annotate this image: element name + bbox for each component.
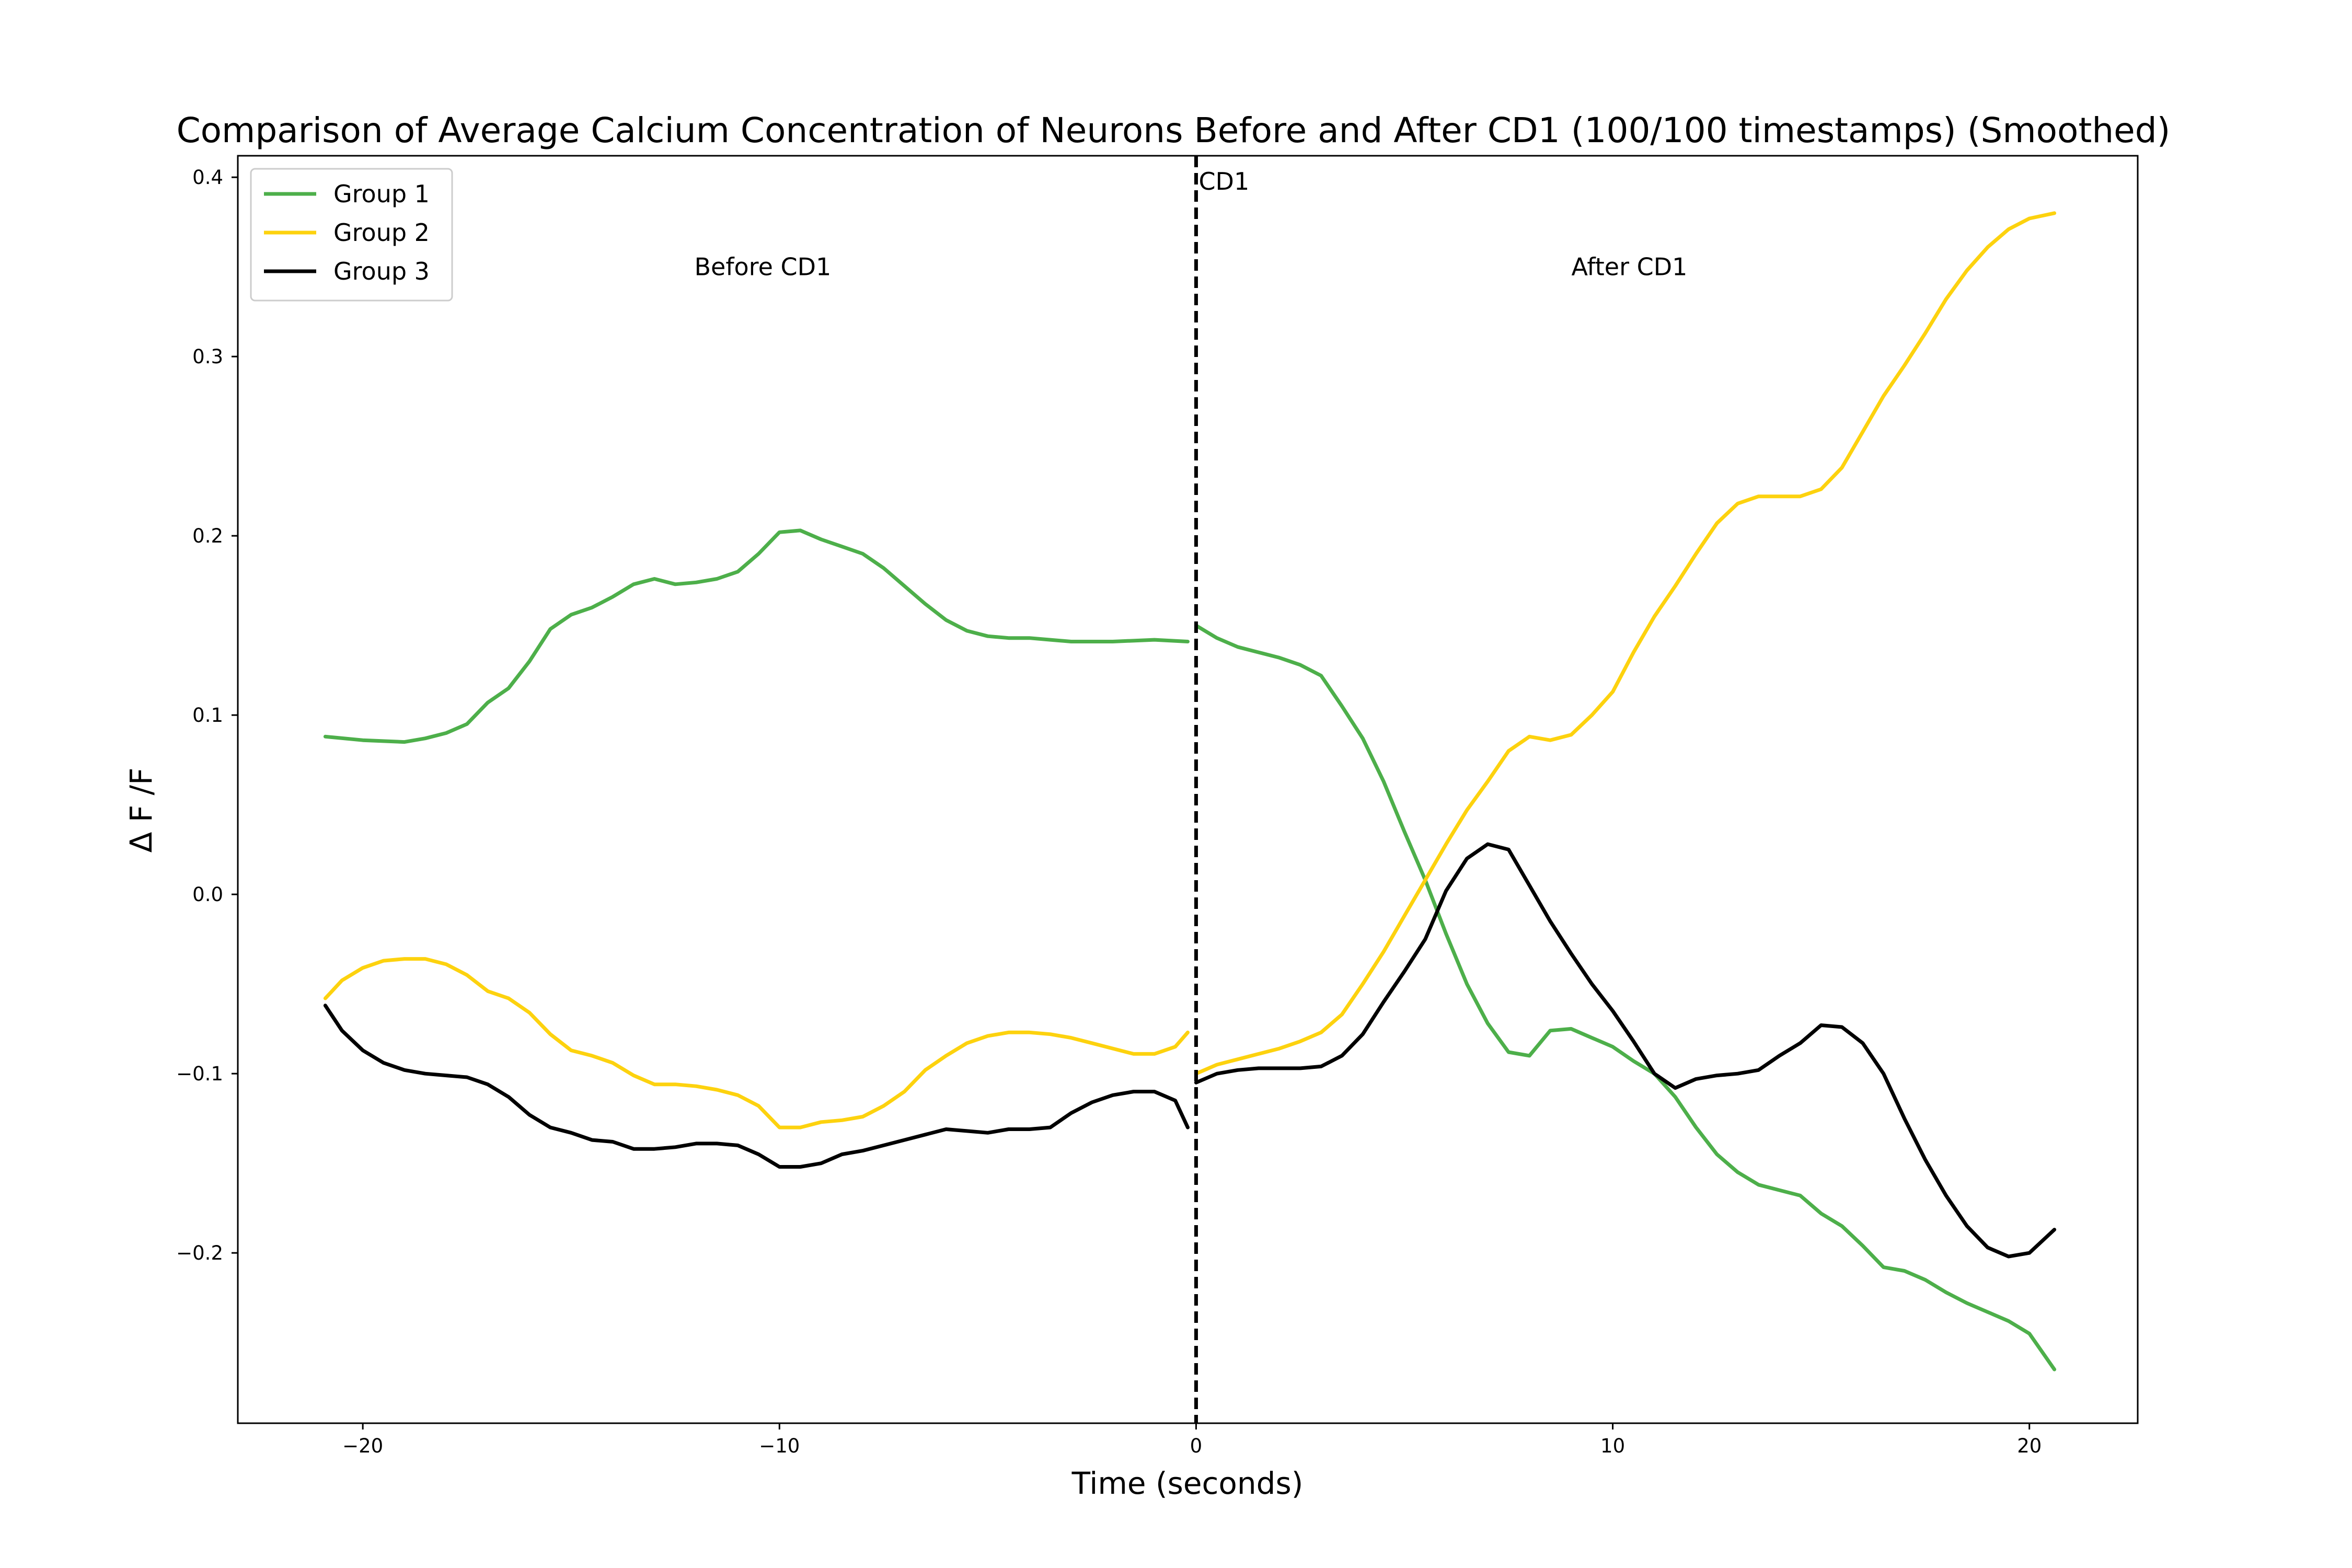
legend-label-group-3: Group 3 (333, 257, 430, 285)
x-tick-label: −10 (759, 1435, 800, 1457)
x-tick-label: 10 (1600, 1435, 1625, 1457)
legend-box (250, 168, 453, 302)
x-tick-label: 0 (1190, 1435, 1203, 1457)
x-tick-label: −20 (342, 1435, 383, 1457)
legend-label-group-2: Group 2 (333, 218, 430, 247)
event-vline-label: CD1 (1198, 167, 1249, 195)
series-line-group-2-segment-1 (323, 957, 1190, 1129)
y-axis-ticks: −0.2 −0.1 0.0 0.1 0.2 0.3 0.4 (176, 166, 238, 1264)
chart-title: Comparison of Average Calcium Concentrat… (177, 110, 2171, 151)
x-tick-label: 20 (2017, 1435, 2042, 1457)
series-line-group-2-segment-2 (1194, 211, 2057, 1076)
y-tick-label: 0.0 (192, 883, 223, 906)
series-line-group-1-segment-2 (1194, 624, 2057, 1371)
y-tick-label: 0.2 (192, 525, 223, 547)
plot-area-frame (237, 155, 2139, 1424)
annotation-layer: Before CD1 After CD1 (694, 253, 1687, 281)
y-tick-label: −0.1 (176, 1063, 223, 1085)
y-tick-label: 0.4 (192, 166, 223, 189)
region-annotation-1: Before CD1 (694, 253, 831, 281)
legend: Group 1 Group 2 Group 3 (250, 168, 453, 302)
y-tick-label: −0.2 (176, 1242, 223, 1264)
region-annotation-2: After CD1 (1572, 253, 1688, 281)
event-marker-layer: CD1 (1194, 156, 1249, 1423)
series-layer (323, 211, 2057, 1371)
x-axis-label: Time (seconds) (1071, 1466, 1304, 1501)
x-axis-ticks: −20 −10 0 10 20 (342, 1423, 2042, 1457)
y-tick-label: 0.3 (192, 345, 223, 368)
y-axis-label: Δ F /F (123, 768, 159, 853)
series-line-group-3-segment-2 (1194, 842, 2057, 1259)
series-line-group-1-segment-1 (323, 528, 1190, 744)
legend-label-group-1: Group 1 (333, 180, 430, 208)
series-line-group-3-segment-1 (323, 1004, 1190, 1169)
y-tick-label: 0.1 (192, 704, 223, 727)
